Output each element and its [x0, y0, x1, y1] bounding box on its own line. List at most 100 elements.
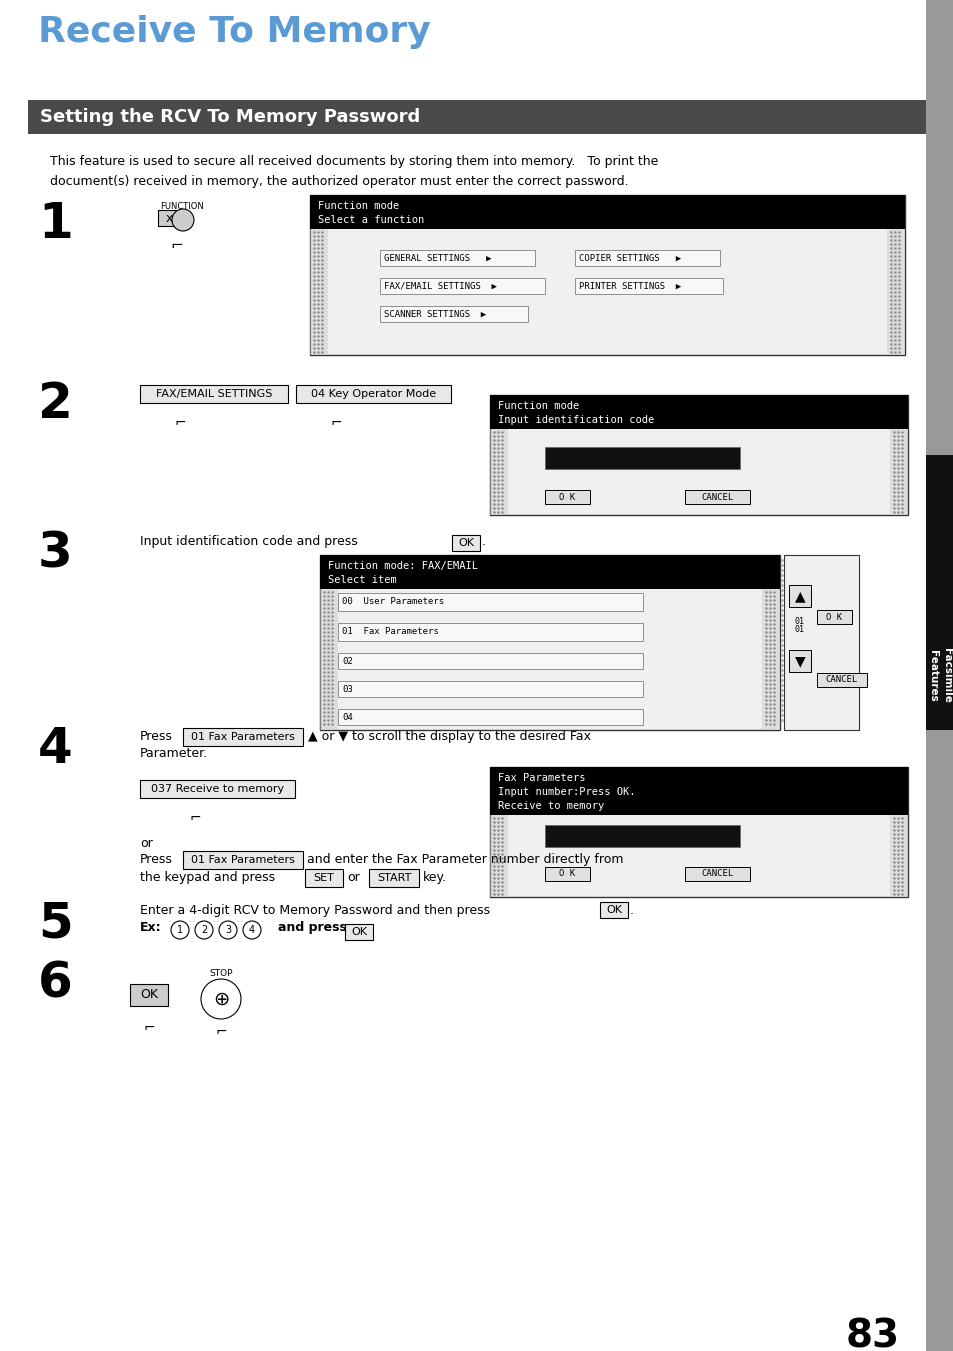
- Bar: [305, 869, 343, 888]
- Text: FAX/EMAIL SETTINGS  ▶: FAX/EMAIL SETTINGS ▶: [384, 281, 497, 290]
- Text: ⌐: ⌐: [174, 415, 186, 430]
- Text: Facsimile
Features: Facsimile Features: [927, 648, 950, 703]
- Text: 4: 4: [249, 925, 254, 935]
- Text: 01: 01: [794, 617, 804, 626]
- Bar: [319, 589, 337, 730]
- Text: .: .: [481, 535, 485, 549]
- Bar: [337, 623, 642, 640]
- Bar: [28, 100, 925, 134]
- Text: SET: SET: [314, 873, 335, 884]
- Text: ⊕: ⊕: [213, 989, 229, 1008]
- Bar: [369, 869, 418, 888]
- Text: 01 Fax Parameters: 01 Fax Parameters: [191, 855, 294, 865]
- Text: OK: OK: [140, 989, 158, 1001]
- Text: Press: Press: [140, 730, 172, 743]
- Bar: [684, 490, 749, 504]
- Text: 3: 3: [38, 530, 72, 578]
- Bar: [310, 195, 904, 230]
- Text: 01 Fax Parameters: 01 Fax Parameters: [191, 732, 294, 742]
- Text: Input identification code: Input identification code: [497, 415, 654, 426]
- Text: and enter the Fax Parameter number directly from: and enter the Fax Parameter number direc…: [307, 852, 623, 866]
- Text: 83: 83: [845, 1319, 899, 1351]
- Bar: [761, 589, 780, 730]
- Text: 4: 4: [38, 725, 72, 773]
- Text: O K: O K: [558, 870, 575, 878]
- Circle shape: [243, 921, 261, 939]
- Text: 03: 03: [341, 685, 353, 693]
- Bar: [490, 394, 907, 430]
- Text: This feature is used to secure all received documents by storing them into memor: This feature is used to secure all recei…: [50, 155, 658, 168]
- Text: Function mode: FAX/EMAIL: Function mode: FAX/EMAIL: [328, 561, 477, 571]
- Text: Input identification code and press: Input identification code and press: [140, 535, 357, 549]
- Text: CANCEL: CANCEL: [700, 870, 733, 878]
- Bar: [925, 455, 953, 730]
- Text: COPIER SETTINGS   ▶: COPIER SETTINGS ▶: [578, 254, 680, 262]
- Bar: [183, 851, 303, 869]
- Bar: [379, 278, 544, 295]
- Bar: [575, 278, 722, 295]
- Text: Press: Press: [140, 852, 172, 866]
- Bar: [337, 681, 642, 697]
- Bar: [816, 673, 866, 688]
- Text: .: .: [629, 904, 634, 917]
- Text: Function mode: Function mode: [497, 401, 578, 411]
- Bar: [490, 394, 907, 515]
- Text: Select a function: Select a function: [317, 215, 424, 226]
- Text: FAX/EMAIL SETTINGS: FAX/EMAIL SETTINGS: [155, 389, 272, 399]
- Text: 1: 1: [38, 200, 72, 249]
- Text: 01: 01: [794, 626, 804, 634]
- Bar: [575, 250, 720, 266]
- Circle shape: [171, 921, 189, 939]
- Text: 1: 1: [176, 925, 183, 935]
- Text: O K: O K: [558, 493, 575, 501]
- Text: 04: 04: [341, 712, 353, 721]
- Bar: [158, 209, 180, 226]
- Bar: [490, 767, 907, 815]
- Bar: [310, 230, 328, 355]
- Bar: [544, 825, 740, 847]
- Text: or: or: [347, 871, 359, 884]
- Text: 5: 5: [38, 898, 72, 947]
- Text: 00  User Parameters: 00 User Parameters: [341, 597, 444, 607]
- Circle shape: [219, 921, 236, 939]
- Text: 2: 2: [38, 380, 72, 428]
- Text: PRINTER SETTINGS  ▶: PRINTER SETTINGS ▶: [578, 281, 680, 290]
- Text: x: x: [165, 212, 172, 224]
- Text: ▲: ▲: [794, 589, 804, 603]
- Text: ⌐: ⌐: [171, 238, 183, 253]
- Bar: [783, 555, 858, 730]
- Bar: [544, 490, 589, 504]
- Bar: [337, 653, 642, 669]
- Text: START: START: [376, 873, 411, 884]
- Bar: [490, 767, 907, 897]
- Text: CANCEL: CANCEL: [825, 676, 858, 685]
- Bar: [889, 430, 907, 515]
- Bar: [544, 867, 589, 881]
- Text: ⌐: ⌐: [143, 1020, 154, 1034]
- Text: Parameter.: Parameter.: [140, 747, 208, 761]
- Text: ⌐: ⌐: [215, 1024, 227, 1038]
- Bar: [788, 585, 810, 607]
- Circle shape: [201, 979, 241, 1019]
- Bar: [490, 430, 507, 515]
- Text: Receive To Memory: Receive To Memory: [38, 15, 431, 49]
- Bar: [379, 250, 535, 266]
- Bar: [544, 447, 740, 469]
- Bar: [490, 815, 507, 897]
- Text: GENERAL SETTINGS   ▶: GENERAL SETTINGS ▶: [384, 254, 491, 262]
- Text: ⌐: ⌐: [330, 415, 341, 430]
- Bar: [319, 555, 780, 589]
- Bar: [310, 195, 904, 355]
- Text: 04 Key Operator Mode: 04 Key Operator Mode: [311, 389, 436, 399]
- Bar: [337, 593, 642, 611]
- Text: OK: OK: [457, 538, 474, 549]
- Text: CANCEL: CANCEL: [700, 493, 733, 501]
- Bar: [452, 535, 479, 551]
- Text: 02: 02: [341, 657, 353, 666]
- Text: O K: O K: [825, 612, 841, 621]
- Text: OK: OK: [605, 905, 621, 915]
- Text: 037 Receive to memory: 037 Receive to memory: [151, 784, 284, 794]
- Bar: [816, 611, 851, 624]
- Text: 3: 3: [225, 925, 231, 935]
- Bar: [788, 650, 810, 671]
